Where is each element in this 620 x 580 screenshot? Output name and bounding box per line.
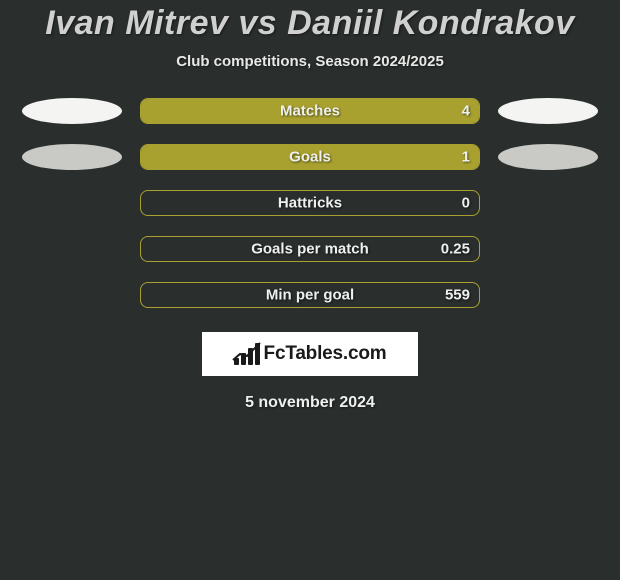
right-ellipse (498, 98, 598, 124)
chart-icon (234, 343, 260, 365)
stat-value: 4 (462, 103, 470, 120)
stat-row: Matches 4 (0, 98, 620, 124)
stats-list: Matches 4 Goals 1 Hattricks 0 (0, 98, 620, 308)
stat-row: Min per goal 559 (0, 282, 620, 308)
footer-date: 5 november 2024 (0, 394, 620, 412)
stat-label: Min per goal (266, 287, 354, 304)
stat-label: Goals per match (251, 241, 369, 258)
left-ellipse (22, 98, 122, 124)
stat-row: Goals per match 0.25 (0, 236, 620, 262)
stat-bar: Matches 4 (140, 98, 480, 124)
stat-bar: Hattricks 0 (140, 190, 480, 216)
left-ellipse (22, 144, 122, 170)
page-title: Ivan Mitrev vs Daniil Kondrakov (0, 4, 620, 43)
right-ellipse (498, 144, 598, 170)
stat-bar: Min per goal 559 (140, 282, 480, 308)
comparison-card: Ivan Mitrev vs Daniil Kondrakov Club com… (0, 0, 620, 412)
page-subtitle: Club competitions, Season 2024/2025 (0, 53, 620, 70)
logo-text: FcTables.com (264, 343, 387, 365)
stat-row: Hattricks 0 (0, 190, 620, 216)
stat-row: Goals 1 (0, 144, 620, 170)
stat-value: 0 (462, 195, 470, 212)
stat-label: Goals (289, 149, 331, 166)
attribution-logo: FcTables.com (202, 332, 418, 376)
stat-bar: Goals per match 0.25 (140, 236, 480, 262)
stat-bar: Goals 1 (140, 144, 480, 170)
stat-label: Hattricks (278, 195, 342, 212)
stat-value: 0.25 (441, 241, 470, 258)
stat-value: 1 (462, 149, 470, 166)
stat-value: 559 (445, 287, 470, 304)
stat-label: Matches (280, 103, 340, 120)
